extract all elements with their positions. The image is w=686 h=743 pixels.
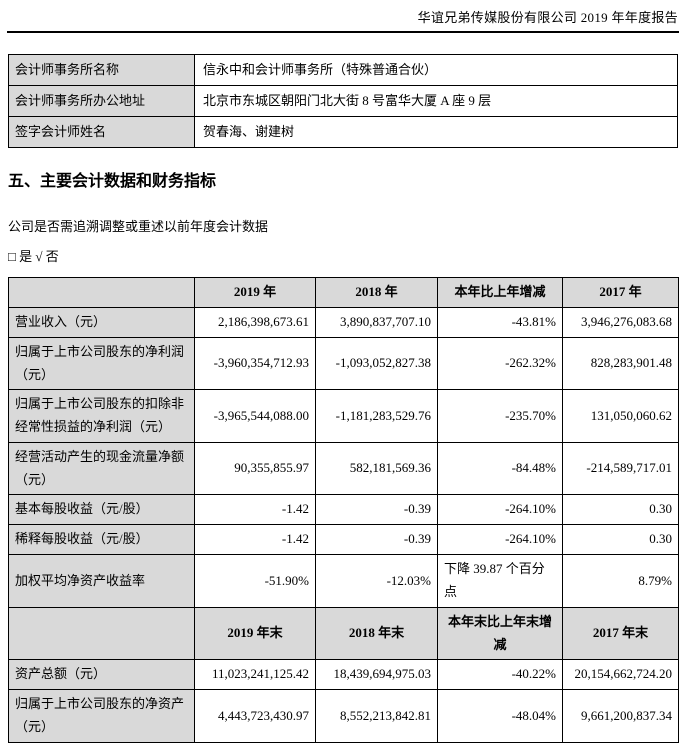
accountant-info-table: 会计师事务所名称 信永中和会计师事务所（特殊普通合伙） 会计师事务所办公地址 北…: [8, 54, 678, 148]
table-row: 归属于上市公司股东的净利润（元） -3,960,354,712.93 -1,09…: [8, 336, 679, 391]
row-label-basic-eps: 基本每股收益（元/股）: [8, 494, 195, 526]
table-cell: -264.10%: [437, 494, 563, 526]
table-cell: -1,093,052,827.38: [315, 336, 438, 391]
row-label-operating-cash-flow: 经营活动产生的现金流量净额（元）: [8, 441, 195, 496]
accountant-firm-name-label: 会计师事务所名称: [8, 54, 195, 86]
table-cell: 20,154,662,724.20: [562, 659, 679, 691]
table-cell: 582,181,569.36: [315, 441, 438, 496]
table-cell: -48.04%: [437, 689, 563, 743]
table-cell: 2,186,398,673.61: [194, 306, 316, 338]
table-cell: -84.48%: [437, 441, 563, 496]
table-header-row: 2019 年末 2018 年末 本年末比上年末增减 2017 年末: [8, 606, 679, 661]
row-label-net-profit: 归属于上市公司股东的净利润（元）: [8, 336, 195, 391]
table-cell: -235.70%: [437, 389, 563, 443]
table-cell: 9,661,200,837.34: [562, 689, 679, 743]
col-header-2019-end: 2019 年末: [194, 606, 316, 661]
table-cell: -3,965,544,088.00: [194, 389, 316, 443]
table-row: 签字会计师姓名 贺春海、谢建树: [8, 116, 678, 148]
row-label-net-assets: 归属于上市公司股东的净资产（元）: [8, 689, 195, 743]
header-divider: [7, 31, 679, 33]
col-header-2018-end: 2018 年末: [315, 606, 438, 661]
blank-header-cell: [8, 277, 195, 308]
page-title: 华谊兄弟传媒股份有限公司 2019 年年度报告: [417, 10, 678, 25]
table-cell: 90,355,855.97: [194, 441, 316, 496]
table-cell: 828,283,901.48: [562, 336, 679, 391]
row-label-net-profit-excl-nonrecurring: 归属于上市公司股东的扣除非经常性损益的净利润（元）: [8, 389, 195, 443]
restate-answer: □ 是 √ 否: [8, 249, 59, 264]
table-cell: -3,960,354,712.93: [194, 336, 316, 391]
table-cell: 3,946,276,083.68: [562, 306, 679, 338]
table-cell: 3,890,837,707.10: [315, 306, 438, 338]
col-header-2018: 2018 年: [315, 277, 438, 308]
table-cell: -1.42: [194, 524, 316, 556]
table-row: 资产总额（元） 11,023,241,125.42 18,439,694,975…: [8, 659, 679, 691]
accountant-firm-name-value: 信永中和会计师事务所（特殊普通合伙）: [194, 54, 678, 86]
signing-accountants-label: 签字会计师姓名: [8, 116, 195, 148]
table-row: 经营活动产生的现金流量净额（元） 90,355,855.97 582,181,5…: [8, 441, 679, 496]
table-cell: -214,589,717.01: [562, 441, 679, 496]
table-cell: -1.42: [194, 494, 316, 526]
table-cell: 下降 39.87 个百分点: [437, 554, 563, 608]
table-row: 会计师事务所办公地址 北京市东城区朝阳门北大街 8 号富华大厦 A 座 9 层: [8, 85, 678, 117]
table-cell: -1,181,283,529.76: [315, 389, 438, 443]
table-row: 会计师事务所名称 信永中和会计师事务所（特殊普通合伙）: [8, 54, 678, 86]
table-cell: 18,439,694,975.03: [315, 659, 438, 691]
table-cell: -0.39: [315, 524, 438, 556]
table-cell: 8.79%: [562, 554, 679, 608]
accountant-firm-address-label: 会计师事务所办公地址: [8, 85, 195, 117]
table-cell: -12.03%: [315, 554, 438, 608]
row-label-weighted-avg-roe: 加权平均净资产收益率: [8, 554, 195, 608]
table-cell: -43.81%: [437, 306, 563, 338]
col-header-2017-end: 2017 年末: [562, 606, 679, 661]
row-label-total-assets: 资产总额（元）: [8, 659, 195, 691]
table-cell: 0.30: [562, 524, 679, 556]
section-title: 五、主要会计数据和财务指标: [8, 173, 217, 190]
accountant-firm-address-value: 北京市东城区朝阳门北大街 8 号富华大厦 A 座 9 层: [194, 85, 678, 117]
row-label-diluted-eps: 稀释每股收益（元/股）: [8, 524, 195, 556]
blank-header-cell: [8, 606, 195, 661]
col-header-2019: 2019 年: [194, 277, 316, 308]
table-row: 基本每股收益（元/股） -1.42 -0.39 -264.10% 0.30: [8, 494, 679, 526]
table-row: 稀释每股收益（元/股） -1.42 -0.39 -264.10% 0.30: [8, 524, 679, 556]
row-label-revenue: 营业收入（元）: [8, 306, 195, 338]
col-header-yoy-end-change: 本年末比上年末增减: [437, 606, 563, 661]
table-row: 归属于上市公司股东的净资产（元） 4,443,723,430.97 8,552,…: [8, 689, 679, 743]
table-cell: 0.30: [562, 494, 679, 526]
table-header-row: 2019 年 2018 年 本年比上年增减 2017 年: [8, 277, 679, 308]
col-header-2017: 2017 年: [562, 277, 679, 308]
table-cell: -0.39: [315, 494, 438, 526]
table-cell: -51.90%: [194, 554, 316, 608]
table-cell: -264.10%: [437, 524, 563, 556]
table-row: 加权平均净资产收益率 -51.90% -12.03% 下降 39.87 个百分点…: [8, 554, 679, 608]
table-cell: 4,443,723,430.97: [194, 689, 316, 743]
table-row: 归属于上市公司股东的扣除非经常性损益的净利润（元） -3,965,544,088…: [8, 389, 679, 443]
table-row: 营业收入（元） 2,186,398,673.61 3,890,837,707.1…: [8, 306, 679, 338]
restate-question: 公司是否需追溯调整或重述以前年度会计数据: [8, 219, 269, 234]
table-cell: 11,023,241,125.42: [194, 659, 316, 691]
table-cell: -262.32%: [437, 336, 563, 391]
col-header-yoy-change: 本年比上年增减: [437, 277, 563, 308]
table-cell: 8,552,213,842.81: [315, 689, 438, 743]
table-cell: 131,050,060.62: [562, 389, 679, 443]
signing-accountants-value: 贺春海、谢建树: [194, 116, 678, 148]
table-cell: -40.22%: [437, 659, 563, 691]
financial-indicators-table: 2019 年 2018 年 本年比上年增减 2017 年 营业收入（元） 2,1…: [8, 277, 679, 743]
